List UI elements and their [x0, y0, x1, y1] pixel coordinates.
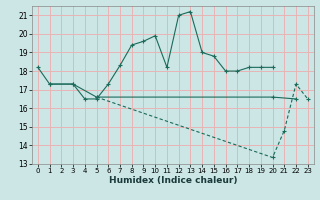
X-axis label: Humidex (Indice chaleur): Humidex (Indice chaleur) [108, 176, 237, 185]
